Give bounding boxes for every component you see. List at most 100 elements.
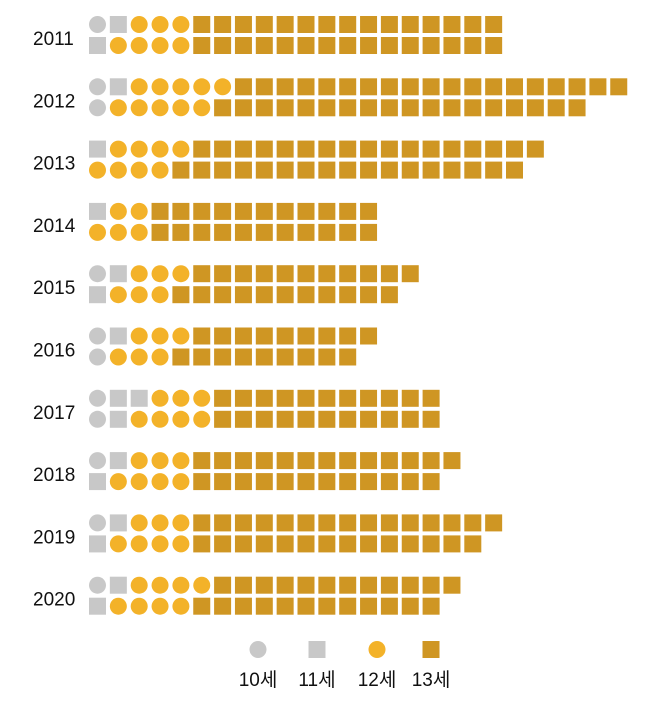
icon-13-bottom [193,473,211,491]
icon-13-bottom [193,286,211,304]
icon-13-top [380,576,398,594]
icon-13-top [297,78,315,96]
icon-13-bottom [255,473,273,491]
icon-10-top [89,78,106,96]
icon-13-bottom [193,597,211,615]
icon-13-bottom [214,473,232,491]
icon-13-top [234,140,252,158]
icon-12-top [172,452,190,470]
icon-12-bottom [172,535,190,553]
icon-13-bottom [297,535,315,553]
icon-13-bottom [172,161,190,179]
icon-13-top [255,16,273,33]
icon-12-bottom [130,223,148,241]
icon-13-bottom [234,99,252,117]
icon-13-top [401,16,419,33]
icon-13-bottom [339,348,357,366]
icon-13-bottom [276,535,294,553]
legend-marker-13 [422,641,440,658]
icon-13-top [234,389,252,407]
icon-13-top [172,202,190,220]
icon-13-bottom [276,37,294,54]
icon-13-bottom [214,348,232,366]
icon-13-bottom [506,99,523,117]
icon-12-top [151,16,169,33]
icon-10-top [89,265,106,283]
icon-13-bottom [422,597,440,615]
icon-13-bottom [380,286,398,304]
icon-12-top [130,514,148,532]
icon-13-top [255,327,273,345]
icon-13-top [276,452,294,470]
icon-13-bottom [339,286,357,304]
icon-13-bottom [380,161,398,179]
icon-13-bottom [464,99,482,117]
icon-11-top [109,576,127,594]
icon-13-bottom [380,535,398,553]
icon-13-bottom [339,535,357,553]
year-label: 2017 [33,403,75,424]
icon-12-bottom [109,348,127,366]
icon-13-top [360,514,378,532]
icon-13-top [318,202,336,220]
icon-11-bottom [89,473,106,491]
icon-13-top [255,78,273,96]
icon-12-top [109,202,127,220]
icon-13-bottom [339,223,357,241]
icon-13-top [193,452,211,470]
icon-13-bottom [443,161,461,179]
icon-12-top [172,389,190,407]
icon-13-bottom [234,37,252,54]
icon-13-top [339,514,357,532]
year-row-2019: 2019 [33,514,503,553]
icon-10-bottom [89,410,106,428]
icon-13-bottom [526,99,544,117]
icon-13-top [401,576,419,594]
icon-13-top [380,514,398,532]
icon-12-bottom [151,535,169,553]
icon-12-top [151,452,169,470]
icon-13-bottom [193,348,211,366]
icon-13-bottom [297,161,315,179]
icon-13-top [380,16,398,33]
icon-13-bottom [151,223,169,241]
icon-13-bottom [172,348,190,366]
icon-13-top [360,16,378,33]
icon-12-top [151,140,169,158]
icon-13-bottom [234,286,252,304]
icon-12-top [172,327,190,345]
icon-12-bottom [130,99,148,117]
icon-12-bottom [109,535,127,553]
icon-13-top [318,265,336,283]
icon-13-bottom [339,410,357,428]
icon-13-top [234,514,252,532]
icon-12-bottom [193,99,211,117]
icon-13-bottom [214,161,232,179]
icon-13-bottom [318,161,336,179]
icon-13-bottom [422,99,440,117]
year-row-2016: 2016 [33,327,378,366]
icon-13-top [360,389,378,407]
icon-13-bottom [401,473,419,491]
icon-10-bottom [89,348,106,366]
icon-13-top [318,327,336,345]
icon-13-top [339,140,357,158]
icon-10-top [89,389,106,407]
icon-12-top [151,576,169,594]
icon-12-top [130,576,148,594]
icon-13-top [214,327,232,345]
icon-11-top [109,389,127,407]
icon-13-top [443,452,461,470]
icon-13-top [276,514,294,532]
icon-13-top [422,389,440,407]
legend-label: 11세 [298,669,335,691]
icon-13-top [380,452,398,470]
icon-13-bottom [360,99,378,117]
icon-13-bottom [193,37,211,54]
icon-13-top [234,16,252,33]
icon-13-bottom [214,99,232,117]
icon-13-top [401,389,419,407]
icon-13-top [297,389,315,407]
icon-13-bottom [360,473,378,491]
